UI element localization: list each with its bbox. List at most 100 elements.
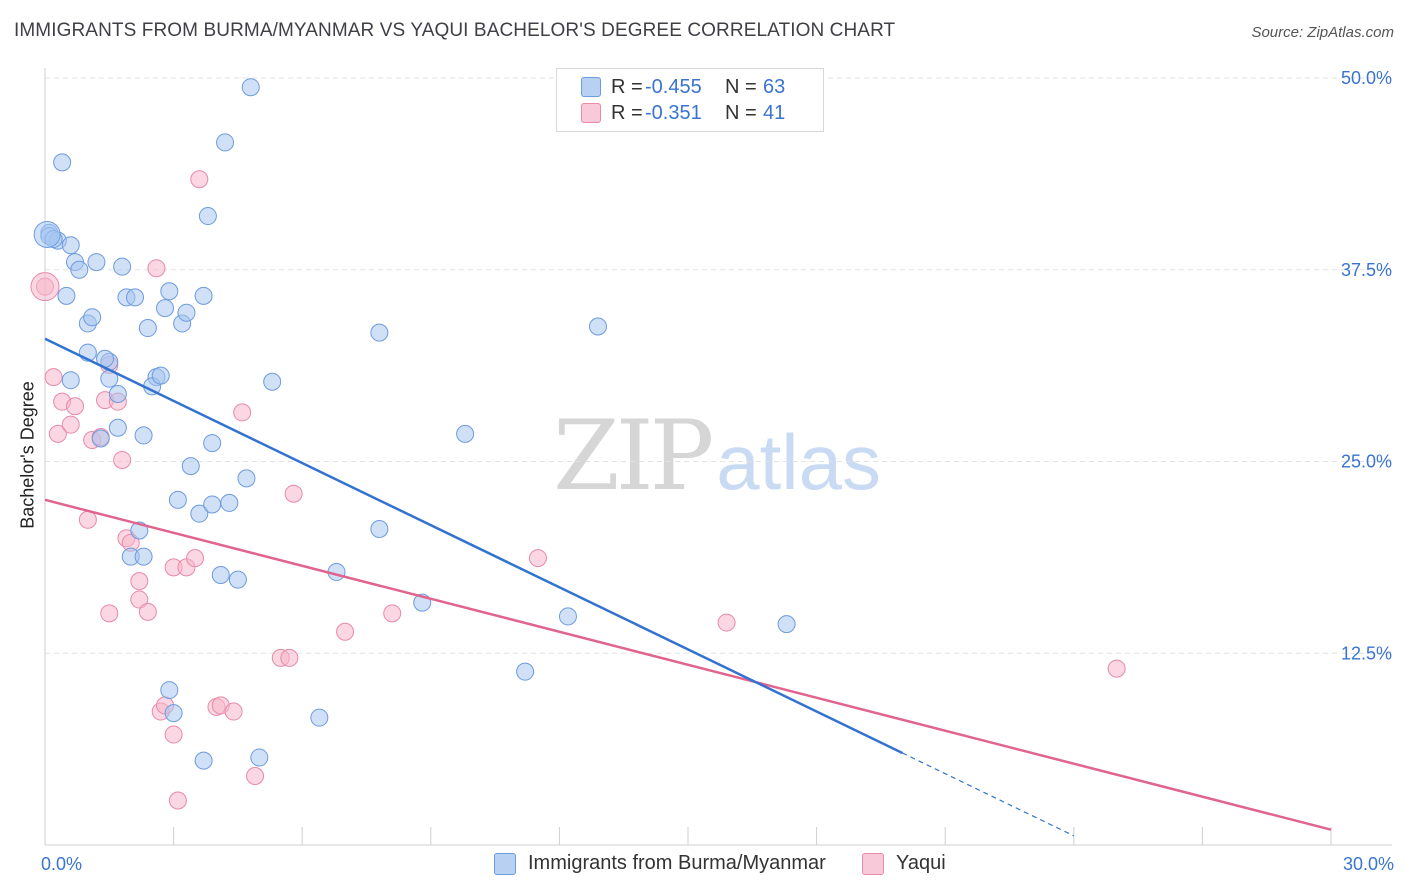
burma-point [190,504,209,523]
burma-point [160,282,179,301]
yaqui-point [280,648,299,667]
yaqui-points [30,170,1126,810]
yaqui-point [186,549,205,568]
burma-point [228,570,247,589]
burma-point [108,385,127,404]
legend-swatch-pink [862,852,884,875]
yaqui-point [66,397,85,416]
yaqui-point [100,604,119,623]
trend-lines [44,337,1332,837]
legend-item-burma[interactable]: Immigrants from Burma/Myanmar [494,852,826,875]
legend-swatch-blue [581,77,601,97]
y-axis-label: Bachelor's Degree [17,381,38,529]
legend-swatch-pink [581,103,601,123]
burma-point [198,207,217,226]
burma-point [216,133,235,152]
legend-r-label: R = [611,101,643,124]
gridlines [45,77,1392,654]
yaqui-point [336,622,355,641]
legend-n-value: 41 [763,101,786,124]
burma-point [370,519,389,538]
x-tick-label: 30.0% [1343,854,1394,874]
yaqui-point [113,450,132,469]
yaqui-point [48,424,67,443]
axes [44,68,1392,846]
burma-point [138,319,157,338]
yaqui-point [78,510,97,529]
yaqui-point [224,702,243,721]
burma-point [220,493,239,512]
burma-point [91,429,110,448]
yaqui-point [383,604,402,623]
burma-point [53,153,72,172]
tick-labels: 12.5% 25.0% 37.5% 50.0% 0.0% 30.0% [41,68,1394,874]
burma-points [33,78,796,770]
burma-point [61,371,80,390]
yaqui-point [1107,659,1126,678]
series-legend: Immigrants from Burma/Myanmar Yaqui [0,850,1406,878]
burma-point [87,253,106,272]
burma-point [156,299,175,318]
legend-n-label: N = [725,101,757,124]
burma-point [194,286,213,305]
burma-point [194,751,213,770]
legend-item-label: Yaqui [896,852,946,874]
legend-row-yaqui: R = -0.351 N = 41 [581,101,785,125]
burma-point [777,615,796,634]
y-tick-label: 25.0% [1341,452,1392,472]
burma-point [263,372,282,391]
burma-point-cluster [33,220,61,248]
burma-point [113,257,132,276]
yaqui-point [44,368,63,387]
yaqui-point [528,549,547,568]
yaqui-point [168,791,187,810]
burma-point [168,490,187,509]
yaqui-point [246,766,265,785]
source-label: Source: ZipAtlas.com [1251,24,1394,41]
legend-r-value: -0.455 [645,75,702,98]
burma-point [151,366,170,385]
burma-point [164,704,183,723]
legend-swatch-blue [494,852,516,875]
legend-r-value: -0.351 [645,101,702,124]
y-tick-label: 12.5% [1341,643,1392,663]
x-tick-label: 0.0% [41,854,82,874]
burma-point [181,457,200,476]
burma-point [134,547,153,566]
yaqui-point [130,572,149,591]
burma-point [61,236,80,255]
burma-point [211,566,230,585]
yaqui-point [717,613,736,632]
yaqui-point [233,403,252,422]
y-tick-label: 50.0% [1341,68,1392,88]
yaqui-trend-line [44,498,1332,831]
burma-point [310,708,329,727]
legend-r-label: R = [611,75,643,98]
burma-point [57,286,76,305]
legend-item-yaqui[interactable]: Yaqui [862,852,946,875]
burma-trend-line [44,337,903,755]
correlation-legend: R = -0.455 N = 63 R = -0.351 N = 41 [556,68,824,132]
yaqui-point [61,415,80,434]
yaqui-point [284,484,303,503]
yaqui-point [164,725,183,744]
yaqui-point-cluster [30,272,60,302]
burma-trend-extension [902,752,1075,837]
burma-point [83,308,102,327]
burma-point [237,469,256,488]
watermark-atlas: atlas [716,418,881,506]
burma-point [558,607,577,626]
burma-point [126,288,145,307]
legend-item-label: Immigrants from Burma/Myanmar [528,852,826,874]
burma-point [160,681,179,700]
burma-point [456,424,475,443]
burma-point [108,418,127,437]
burma-point [134,426,153,445]
burma-point [588,317,607,336]
burma-point [370,323,389,342]
chart-title: IMMIGRANTS FROM BURMA/MYANMAR VS YAQUI B… [14,20,896,41]
burma-point [241,78,260,97]
legend-row-burma: R = -0.455 N = 63 [581,75,785,99]
yaqui-point [147,259,166,278]
